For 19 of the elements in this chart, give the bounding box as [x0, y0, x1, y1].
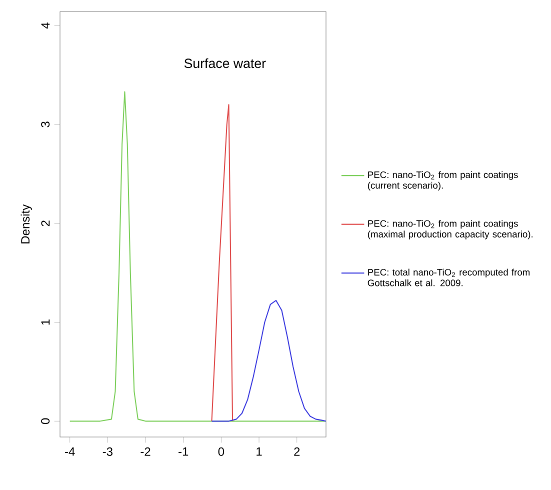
legend-label: PEC: nano-TiO$_{2}$ from paint coatings (maximal production capacity scenario). — [368, 220, 532, 240]
y-tick-label: 2 — [41, 220, 50, 226]
y-axis-title: Density — [20, 204, 32, 244]
y-tick-label: 0 — [41, 418, 50, 424]
legend-label: PEC: total nano-TiO$_{2}$ recomputed from Gottschalk et al. 2009. — [368, 268, 530, 286]
y-tick-label: 4 — [41, 22, 50, 29]
y-tick-label: 1 — [41, 320, 50, 325]
y-tick-label: 3 — [41, 122, 50, 128]
x-tick-label: 2 — [294, 447, 300, 456]
line-series — [211, 104, 234, 422]
legend-label: PEC: nano-TiO$_{2}$ from paint coatings (current scenario). — [368, 171, 518, 191]
text: Surface water — [184, 58, 266, 68]
x-tick-label: -1 — [178, 447, 188, 456]
x-tick-label: 1 — [256, 447, 262, 456]
x-tick-label: -2 — [140, 447, 150, 456]
x-tick-label: -4 — [65, 447, 75, 456]
x-tick-label: 0 — [218, 447, 224, 456]
line-series — [211, 300, 326, 422]
x-tick-label: -3 — [102, 447, 112, 456]
